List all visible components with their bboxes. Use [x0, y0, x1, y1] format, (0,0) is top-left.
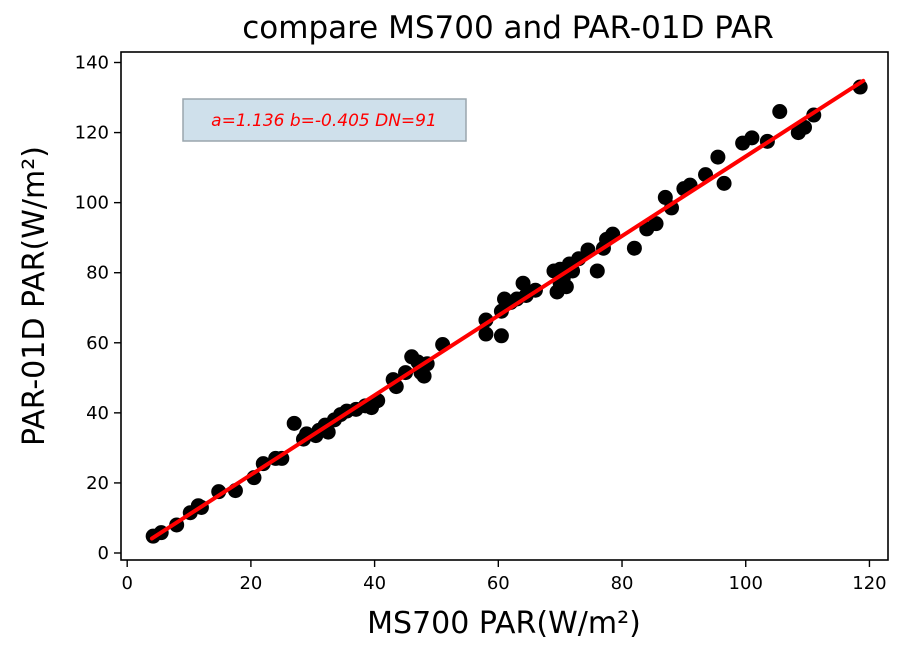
scatter-point — [515, 275, 531, 291]
scatter-point — [286, 415, 302, 431]
x-axis-label: MS700 PAR(W/m²) — [367, 606, 641, 641]
chart-title: compare MS700 and PAR-01D PAR — [242, 10, 774, 46]
x-tick-label: 60 — [487, 573, 510, 594]
scatter-point — [664, 200, 680, 216]
x-tick-label: 100 — [729, 573, 763, 594]
scatter-point — [416, 368, 432, 384]
y-axis-label: PAR-01D PAR(W/m²) — [17, 146, 52, 446]
y-tick-label: 0 — [98, 543, 109, 564]
y-tick-label: 100 — [75, 193, 109, 214]
x-tick-label: 80 — [611, 573, 634, 594]
y-tick-label: 120 — [75, 123, 109, 144]
x-tick-label: 20 — [239, 573, 262, 594]
y-tick-label: 80 — [86, 263, 109, 284]
y-tick-label: 140 — [75, 53, 109, 74]
annotation-box: a=1.136 b=-0.405 DN=91 — [182, 98, 467, 142]
scatter-point — [478, 326, 494, 342]
scatter-point — [648, 216, 664, 232]
y-tick-label: 20 — [86, 473, 109, 494]
y-tick-label: 40 — [86, 403, 109, 424]
scatter-point — [493, 328, 509, 344]
y-tick-label: 60 — [86, 333, 109, 354]
fit-line-group — [149, 78, 866, 541]
x-tick-label: 120 — [852, 573, 886, 594]
x-tick-label: 40 — [363, 573, 386, 594]
annotation-text: a=1.136 b=-0.405 DN=91 — [211, 111, 437, 131]
scatter-point — [710, 149, 726, 165]
fit-line — [149, 78, 866, 541]
scatter-point — [772, 104, 788, 120]
x-axis-ticks: 0 20 40 60 80 100 120 — [121, 560, 887, 594]
y-axis-ticks: 0 20 40 60 80 100 120 140 — [75, 53, 121, 564]
x-tick-label: 0 — [121, 573, 132, 594]
plot-frame — [120, 51, 889, 561]
scatter-point — [796, 119, 812, 135]
scatter-point — [744, 130, 760, 146]
scatter-point — [558, 279, 574, 295]
scatter-point — [589, 263, 605, 279]
scatter-point — [716, 175, 732, 191]
scatter-point — [626, 240, 642, 256]
